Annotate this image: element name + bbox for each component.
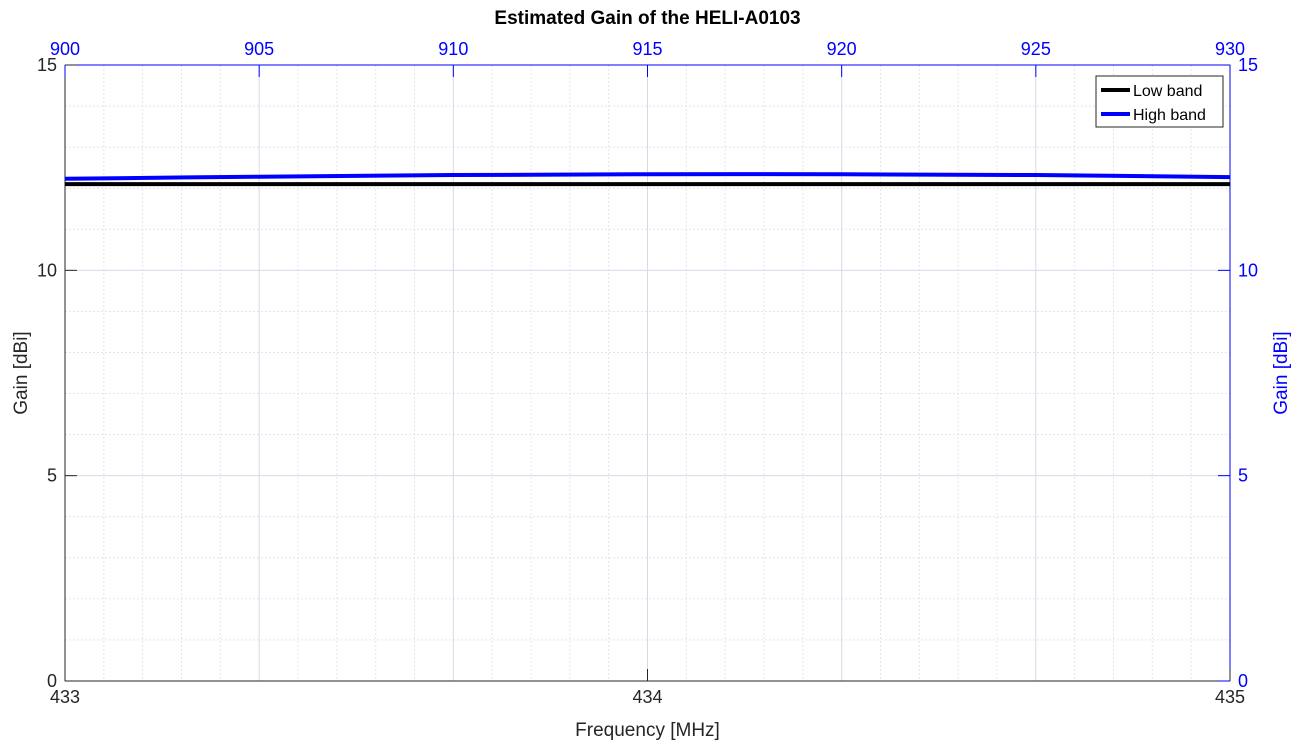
x-axis-label: Frequency [MHz]: [575, 720, 720, 741]
x-bottom-tick-label: 435: [1215, 687, 1245, 707]
y-left-tick-label: 15: [37, 55, 57, 75]
tick-labels: 433 434 435 900 905 910 915 920 925 930 0 5 10 15 0 5 10…: [37, 39, 1258, 707]
y-axis-label-right: Gain [dBi]: [1271, 331, 1292, 414]
legend-box: [1095, 75, 1224, 128]
series-line-high-band: [64, 172, 1231, 181]
y-right-tick-label: 15: [1238, 55, 1258, 75]
y-right-tick-label: 0: [1238, 671, 1248, 691]
x-bottom-tick-label: 433: [50, 687, 80, 707]
tick-marks: [64, 64, 1231, 682]
x-top-tick-label: 930: [1215, 39, 1245, 59]
x-top-tick-label: 920: [827, 39, 857, 59]
x-top-tick-label: 900: [50, 39, 80, 59]
y-left-tick-label: 5: [47, 466, 57, 486]
y-left-tick-label: 10: [37, 260, 57, 280]
x-bottom-tick-label: 434: [632, 687, 662, 707]
legend-label-high-band: High band: [1133, 107, 1206, 124]
series-lines: [64, 172, 1231, 187]
legend: Low band High band: [1095, 75, 1224, 128]
y-axis-label-left: Gain [dBi]: [11, 331, 32, 414]
x-top-tick-label: 915: [632, 39, 662, 59]
y-left-tick-label: 0: [47, 671, 57, 691]
x-top-tick-label: 925: [1021, 39, 1051, 59]
grid: [64, 64, 1231, 682]
legend-label-low-band: Low band: [1133, 83, 1202, 100]
y-right-tick-label: 5: [1238, 466, 1248, 486]
y-right-tick-label: 10: [1238, 260, 1258, 280]
x-top-tick-label: 910: [438, 39, 468, 59]
x-top-tick-label: 905: [244, 39, 274, 59]
chart-title: Estimated Gain of the HELI-A0103: [494, 8, 800, 29]
